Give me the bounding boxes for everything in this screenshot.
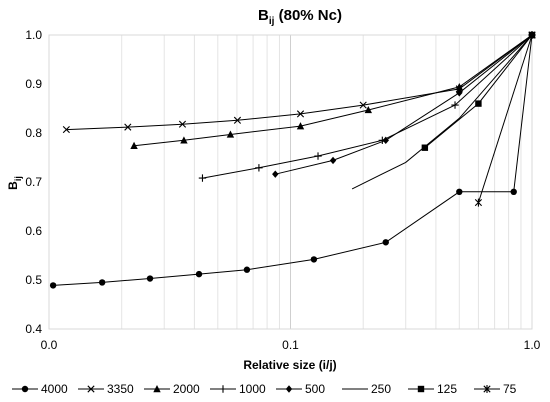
legend-label: 250 (371, 382, 391, 396)
data-point-2000 (180, 136, 188, 144)
data-point-75 (474, 198, 483, 207)
data-point-4000 (146, 275, 154, 282)
series-line-4000 (53, 34, 533, 286)
data-point-3350 (233, 116, 242, 124)
legend-item-2000: 2000 (144, 382, 200, 396)
x-tick-label: 0.1 (282, 338, 299, 352)
series-line-3350 (66, 34, 533, 131)
data-point-4000 (310, 256, 318, 263)
legend-item-500: 500 (276, 382, 325, 396)
chart-title: Bij (80% Nc) (258, 7, 342, 27)
legend-label: 1000 (239, 382, 266, 396)
data-point-500 (382, 136, 389, 145)
legend-item-125: 125 (408, 382, 457, 396)
data-point-2000 (364, 105, 373, 114)
data-point-1000 (314, 152, 322, 160)
y-axis-label-sub: ij (13, 176, 23, 181)
legend-label: 75 (503, 382, 517, 396)
data-point-4000 (49, 282, 57, 289)
y-tick-label: 0.6 (25, 224, 42, 238)
y-axis: 0.4 0.5 0.6 0.7 0.8 0.9 1.0 (25, 28, 42, 336)
series-4000 (49, 31, 536, 289)
data-point-2000 (226, 130, 235, 138)
data-point-4000 (456, 188, 463, 195)
y-axis-label-main: B (6, 181, 20, 190)
data-point-500 (456, 89, 463, 97)
data-point-75 (528, 31, 536, 39)
y-tick-label: 0.8 (25, 126, 42, 140)
y-axis-label: Bij (6, 176, 23, 190)
data-point-500 (272, 170, 279, 178)
legend-item-3350: 3350 (78, 382, 134, 396)
data-point-125 (475, 100, 482, 107)
data-point-1000 (255, 164, 263, 172)
legend-item-4000: 4000 (12, 382, 68, 396)
data-point-4000 (382, 239, 389, 246)
legend-item-75: 75 (474, 382, 517, 396)
data-point-3350 (296, 110, 305, 118)
chart-title-sub: ij (269, 16, 275, 27)
data-point-125 (421, 144, 429, 151)
legend-marker (417, 385, 425, 393)
data-point-4000 (243, 266, 251, 273)
x-tick-label: 0.0 (41, 338, 58, 352)
y-tick-label: 0.7 (25, 175, 42, 189)
series-1000 (198, 31, 536, 182)
data-point-3350 (178, 120, 187, 128)
x-axis: 0.0 0.1 1.0 (41, 338, 541, 352)
series-500 (272, 31, 536, 178)
data-point-500 (329, 156, 337, 165)
data-point-4000 (510, 188, 517, 195)
series-line-250 (351, 34, 533, 190)
legend-marker (153, 385, 161, 393)
data-point-3350 (62, 125, 70, 134)
x-axis-label: Relative size (i/j) (243, 358, 336, 372)
series-line-75 (477, 34, 533, 203)
data-point-2000 (455, 82, 464, 91)
legend-marker (219, 385, 227, 393)
legend-item-1000: 1000 (210, 382, 266, 396)
chart-title-main: B (258, 7, 269, 24)
series-layer (49, 31, 536, 289)
data-point-3350 (124, 123, 132, 131)
series-3350 (62, 31, 536, 134)
y-tick-label: 0.9 (25, 77, 42, 91)
y-tick-label: 0.4 (25, 322, 42, 336)
chart-title-rest: (80% Nc) (274, 7, 342, 24)
gridlines (48, 35, 522, 329)
data-point-1000 (198, 174, 207, 182)
legend-label: 4000 (41, 382, 68, 396)
series-line-1000 (202, 34, 533, 179)
legend-marker (285, 385, 293, 393)
data-point-1000 (451, 101, 459, 109)
x-tick-label: 1.0 (524, 338, 541, 352)
series-250 (351, 34, 533, 190)
plot-frame (48, 34, 533, 330)
data-point-3350 (359, 101, 367, 109)
legend-marker (87, 385, 95, 393)
series-75 (474, 31, 536, 207)
legend-marker (21, 385, 29, 393)
data-point-2000 (296, 122, 305, 130)
legend: 4000 3350 2000 1000 500 250 125 75 (12, 382, 517, 396)
legend-label: 125 (437, 382, 457, 396)
data-point-4000 (195, 270, 203, 278)
series-line-2000 (134, 34, 533, 147)
legend-label: 500 (305, 382, 325, 396)
legend-label: 2000 (173, 382, 200, 396)
series-2000 (130, 31, 536, 149)
data-point-4000 (98, 279, 106, 286)
legend-item-250: 250 (342, 382, 391, 396)
series-line-500 (275, 34, 533, 175)
data-point-2000 (130, 141, 138, 149)
y-tick-label: 0.5 (25, 273, 42, 287)
legend-label: 3350 (107, 382, 134, 396)
y-tick-label: 1.0 (25, 28, 42, 42)
legend-marker (483, 385, 491, 393)
